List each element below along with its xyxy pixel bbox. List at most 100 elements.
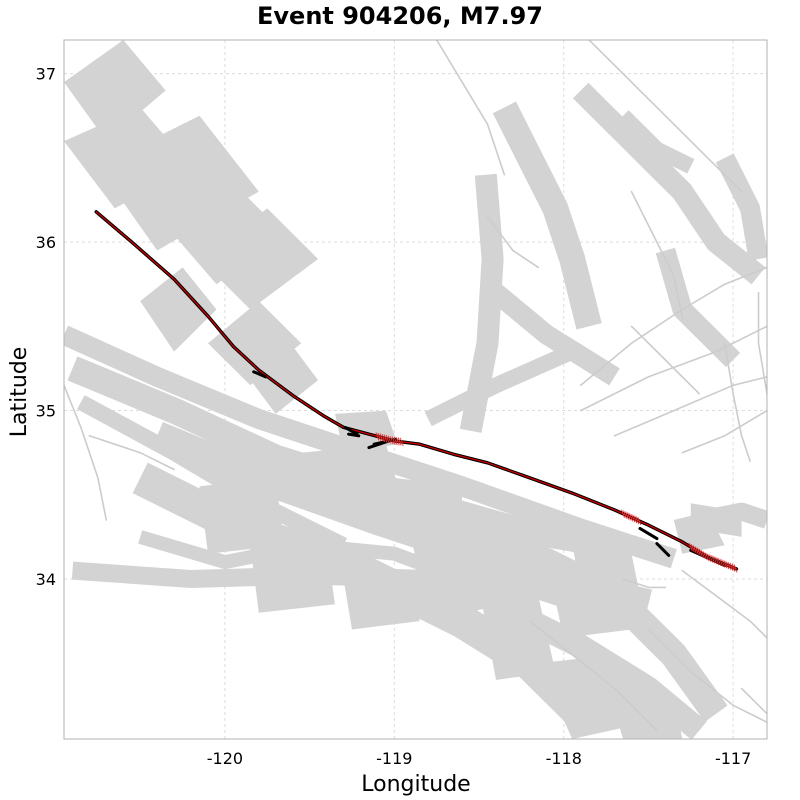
slip-marker [696,547,701,556]
rupture [94,210,739,573]
slip-marker [391,436,396,445]
slip-marker [381,433,386,443]
slip-marker [733,564,738,573]
fault-zone-patch [250,545,335,613]
slip-marker [397,437,402,446]
slip-marker [690,544,695,553]
fault-trace [723,342,751,462]
slip-marker [701,550,705,559]
slip-marker [631,514,636,523]
y-tick-label: 34 [36,570,56,589]
fault-trace [613,376,767,437]
y-tick-label: 37 [36,65,56,84]
slip-marker [705,552,709,561]
fault-zone-patch [301,444,403,512]
slip-marker [379,433,384,442]
slip-marker [719,558,724,567]
slip-marker [694,546,699,555]
slip-marker [717,557,722,566]
fault-zone-band [424,344,576,427]
rupture-segment [343,425,359,436]
fault-trace [64,384,108,521]
fault-trace [88,434,175,471]
fault-zone-patch [572,545,640,596]
x-axis-label: Longitude [361,772,470,797]
slip-marker [633,515,638,524]
slip-marker [727,561,732,571]
slip-marker [385,434,390,444]
x-tick-label: -117 [715,749,751,768]
slip-marker [715,556,720,566]
fault-zone-patches [64,40,742,739]
fault-zone-patch [199,477,285,554]
slip-marker [395,437,400,446]
fault-traces [64,40,767,732]
fault-zone-band [715,153,767,261]
map-layers [64,40,767,739]
slip-marker [637,516,642,526]
slip-marker [729,562,734,571]
fault-zone-patch [165,183,285,285]
fault-trace [622,578,667,589]
fault-zone-patch [199,208,319,310]
fault-zone-patch [606,680,683,739]
y-tick-label: 35 [36,402,56,421]
slip-marker [389,435,394,445]
slip-marker [621,509,625,518]
fault-trace [630,190,684,319]
fault-zone-patch [343,579,420,630]
slip-marker [375,432,380,441]
slip-marker [383,434,388,443]
fault-trace [740,687,767,715]
x-axis-ticks: -120 -119 -118 -117 [207,749,752,768]
fault-trace [579,325,767,412]
slip-marker [387,435,392,444]
fault-trace [588,40,743,193]
slip-marker [692,545,697,554]
fault-zone-patch [208,301,302,386]
fault-zone-patch [140,267,217,352]
slip-marker [711,555,716,564]
plot-frame [63,39,768,740]
slip-marker [377,432,382,442]
rupture-segment [252,370,268,379]
fault-zone-band [617,110,695,174]
rupture-segment [347,432,361,438]
slip-marker [707,553,711,562]
rupture-segment [655,542,671,557]
slip-marker [625,511,629,520]
fault-zone-band [572,82,766,285]
fault-zone-band [489,285,620,386]
x-tick-label: -118 [546,749,582,768]
fault-trace [528,620,658,732]
fault-trace [757,291,767,395]
slip-marker [635,515,640,525]
slip-marker [399,437,404,447]
fault-zone-patch [385,477,463,546]
fault-trace [435,40,506,176]
fault-zone-patch [241,334,319,414]
y-tick-label: 36 [36,233,56,252]
fault-trace [486,216,540,269]
rupture-segment [638,526,659,541]
fault-trace [681,409,767,454]
fault-zone-patch [64,40,166,142]
fault-trace [579,266,767,387]
fault-zone-patch [690,503,742,537]
slip-marker [721,559,726,568]
fault-zone-band [492,101,602,330]
fault-trace [630,325,701,395]
slip-marker [627,512,632,521]
y-axis-ticks: 34 35 36 37 [36,65,56,589]
slip-marker [393,436,398,446]
slip-marker [629,513,634,522]
x-tick-label: -120 [207,749,243,768]
slip-marker [713,555,718,565]
fault-zone-patch [97,115,259,251]
fault-zone-patch [479,587,556,680]
map-title: Event 904206, M7.97 [257,2,543,30]
slip-marker [688,542,693,552]
slip-marker [699,548,703,558]
slip-marker [709,554,714,563]
